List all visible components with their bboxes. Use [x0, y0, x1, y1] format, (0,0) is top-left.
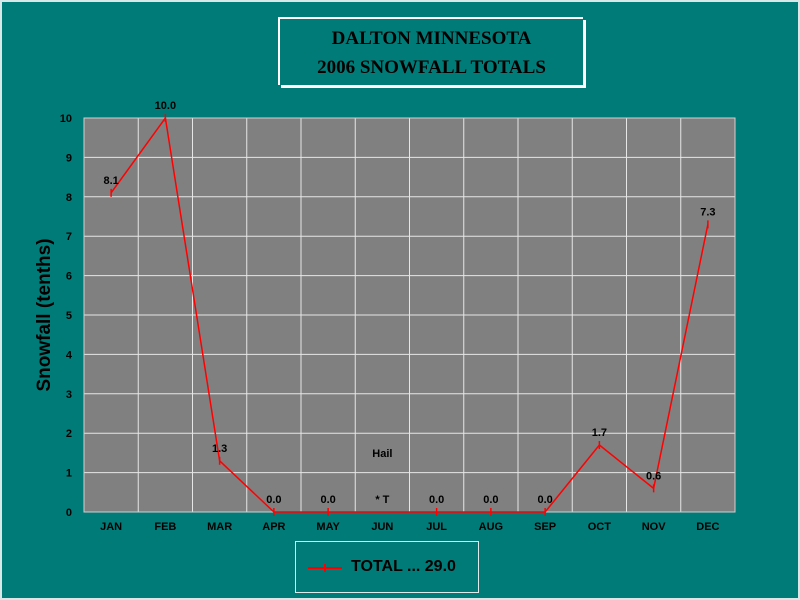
y-tick-label: 0	[66, 507, 72, 519]
y-tick-label: 9	[66, 152, 72, 164]
x-tick-label: APR	[262, 521, 285, 533]
x-tick-label: DEC	[696, 521, 719, 533]
series-line-segment	[652, 224, 709, 489]
y-tick-label: 5	[66, 310, 72, 322]
series-line-segment	[544, 444, 600, 513]
data-label: 7.3	[700, 206, 715, 218]
data-label: 10.0	[155, 100, 176, 112]
y-axis-label: Snowfall (tenths)	[34, 238, 55, 391]
legend-series-marker	[324, 564, 326, 572]
x-tick-label: OCT	[588, 521, 612, 533]
y-tick-label: 10	[60, 113, 72, 125]
y-tick-label: 3	[66, 389, 72, 401]
x-tick-label: JUN	[371, 521, 393, 533]
x-tick-label: AUG	[479, 521, 503, 533]
x-tick-label: MAR	[207, 521, 232, 533]
chart-title: DALTON MINNESOTA 2006 SNOWFALL TOTALS	[278, 17, 583, 85]
y-tick-label: 1	[66, 468, 72, 480]
y-tick-label: 4	[66, 349, 73, 361]
data-label: 0.0	[320, 494, 335, 506]
x-tick-label: MAY	[316, 521, 340, 533]
series-line-segment	[598, 444, 655, 489]
data-label: * T	[375, 494, 389, 506]
x-tick-label: JUL	[426, 521, 447, 533]
y-tick-label: 6	[66, 271, 72, 283]
data-label: 0.0	[483, 494, 498, 506]
data-label: 8.1	[103, 175, 118, 187]
x-tick-label: JAN	[100, 521, 122, 533]
x-tick-label: SEP	[534, 521, 556, 533]
series-line-segment	[164, 117, 221, 461]
data-label: 0.6	[646, 470, 661, 482]
y-tick-label: 8	[66, 192, 72, 204]
legend: TOTAL ... 29.0	[295, 541, 479, 593]
chart-title-line1: DALTON MINNESOTA	[331, 28, 532, 49]
annotation-label: Hail	[372, 448, 392, 460]
x-tick-label: FEB	[154, 521, 176, 533]
y-tick-label: 7	[66, 231, 72, 243]
chart-title-line2: 2006 SNOWFALL TOTALS	[317, 57, 546, 78]
data-label: 1.7	[592, 427, 607, 439]
series-line-segment	[219, 460, 275, 513]
data-label: 1.3	[212, 443, 227, 455]
x-tick-label: NOV	[642, 521, 667, 533]
y-tick-label: 2	[66, 428, 72, 440]
series-line-segment	[110, 117, 166, 194]
data-label: 0.0	[537, 494, 552, 506]
data-label: 0.0	[266, 494, 281, 506]
data-label: 0.0	[429, 494, 444, 506]
legend-series-label: TOTAL ... 29.0	[351, 558, 456, 575]
